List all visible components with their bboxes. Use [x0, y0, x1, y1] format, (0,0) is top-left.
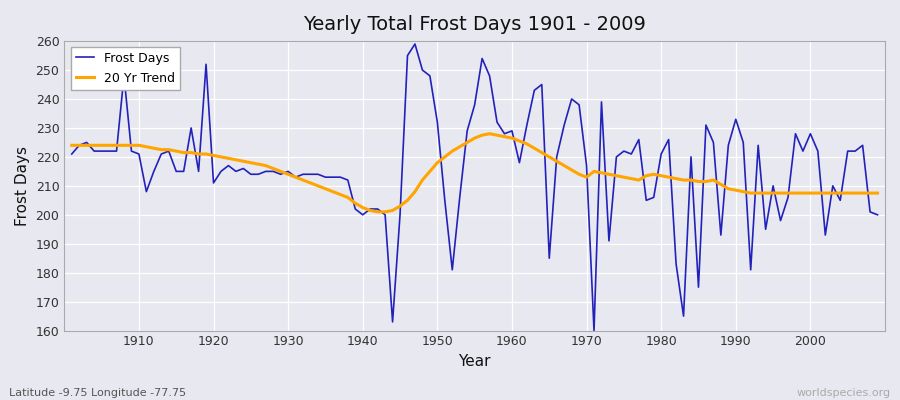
- Frost Days: [410, 42, 420, 46]
- Line: 20 Yr Trend: 20 Yr Trend: [72, 134, 878, 212]
- Frost Days: [507, 128, 517, 133]
- Frost Days: [589, 328, 599, 333]
- Text: worldspecies.org: worldspecies.org: [796, 388, 891, 398]
- Frost Days: [290, 175, 301, 180]
- Frost Days: [126, 149, 137, 154]
- Frost Days: [872, 212, 883, 217]
- 20 Yr Trend: [290, 175, 301, 180]
- Title: Yearly Total Frost Days 1901 - 2009: Yearly Total Frost Days 1901 - 2009: [303, 15, 646, 34]
- Frost Days: [611, 154, 622, 159]
- Frost Days: [335, 175, 346, 180]
- 20 Yr Trend: [872, 191, 883, 196]
- Frost Days: [514, 160, 525, 165]
- Line: Frost Days: Frost Days: [72, 44, 878, 330]
- 20 Yr Trend: [611, 173, 622, 178]
- X-axis label: Year: Year: [458, 354, 491, 369]
- 20 Yr Trend: [521, 142, 532, 146]
- Frost Days: [67, 152, 77, 156]
- Text: Latitude -9.75 Longitude -77.75: Latitude -9.75 Longitude -77.75: [9, 388, 186, 398]
- 20 Yr Trend: [67, 143, 77, 148]
- 20 Yr Trend: [126, 143, 137, 148]
- Y-axis label: Frost Days: Frost Days: [15, 146, 30, 226]
- 20 Yr Trend: [484, 131, 495, 136]
- 20 Yr Trend: [514, 138, 525, 143]
- 20 Yr Trend: [373, 210, 383, 214]
- 20 Yr Trend: [335, 192, 346, 197]
- Legend: Frost Days, 20 Yr Trend: Frost Days, 20 Yr Trend: [70, 47, 180, 90]
